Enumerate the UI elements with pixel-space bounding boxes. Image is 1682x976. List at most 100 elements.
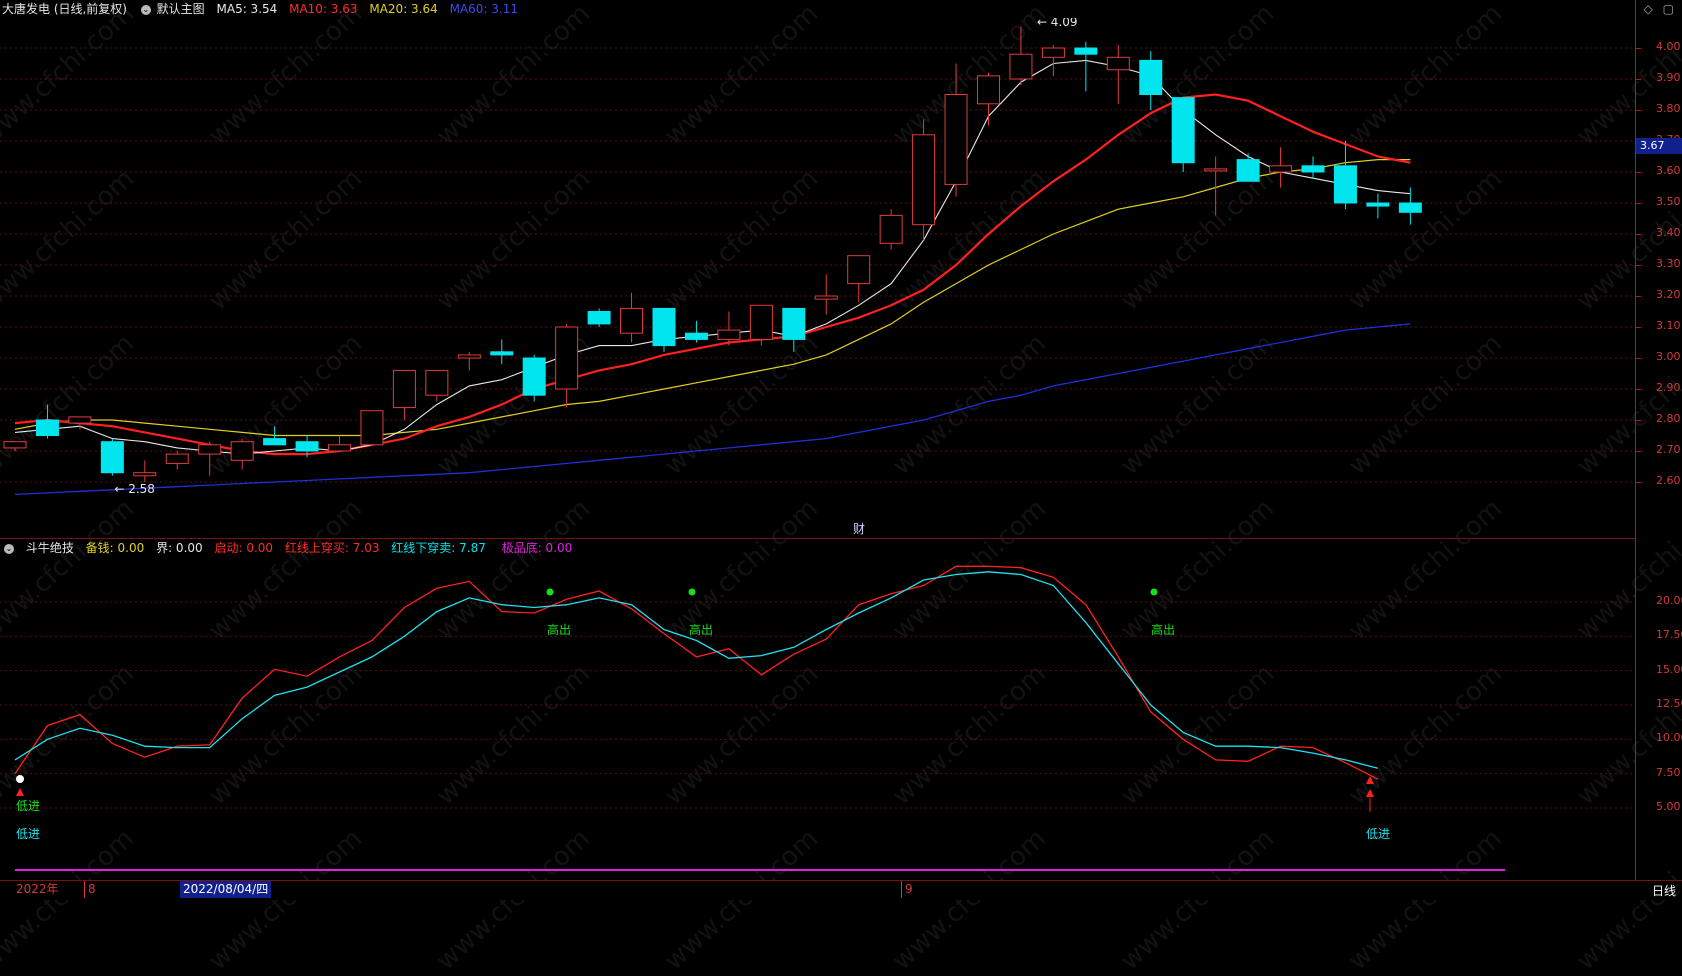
ma10-value: MA10: 3.63 — [289, 2, 358, 16]
candle-body — [68, 416, 92, 424]
candle-body — [295, 441, 319, 452]
price-tick-label: 3.50 — [1656, 195, 1681, 208]
candle-body — [1074, 47, 1098, 55]
signal-dot — [688, 588, 696, 596]
hongxian-shang-value: 红线上穿买: 7.03 — [284, 541, 380, 555]
chevron-down-icon[interactable]: ⌄ — [140, 4, 151, 15]
candle-body — [977, 75, 1000, 105]
month-label-9: 9 — [905, 882, 913, 896]
ma5-value: MA5: 3.54 — [216, 2, 278, 16]
price-tick-label: 3.30 — [1656, 257, 1681, 270]
low-price-annotation: ← 2.58 — [114, 482, 155, 496]
diamond-icon[interactable]: ◇ — [1643, 2, 1653, 16]
period-button[interactable]: 日线 — [1651, 884, 1676, 898]
price-tick-mark — [1636, 482, 1641, 483]
high-price-annotation: ← 4.09 — [1037, 18, 1078, 29]
candle-body — [782, 307, 806, 340]
price-tick-mark — [1636, 172, 1641, 173]
candle-body — [457, 354, 481, 359]
price-tick-label: 4.00 — [1656, 40, 1681, 53]
window-controls: ◇ ▢ — [1644, 2, 1674, 16]
price-tick-mark — [1636, 234, 1641, 235]
month-tick — [901, 881, 902, 898]
candle-body — [230, 441, 254, 461]
ma5-line — [14, 59, 1411, 455]
qidong-value: 启动: 0.00 — [214, 541, 274, 555]
jipindi-value: 极品底: 0.00 — [501, 541, 573, 555]
indicator-header: ⌄ 斗牛绝技 备钱: 0.00 界: 0.00 启动: 0.00 红线上穿买: … — [0, 539, 580, 557]
price-tick-mark — [1636, 389, 1641, 390]
buy-arrow-icon — [16, 788, 24, 796]
candle-body — [1041, 47, 1065, 58]
candle-body — [198, 444, 222, 455]
candle-body — [522, 357, 546, 396]
beiqian-value: 备钱: 0.00 — [85, 541, 145, 555]
signal-dot — [1150, 588, 1158, 596]
candle-body — [328, 444, 351, 452]
price-tick-mark — [1636, 451, 1641, 452]
price-tick-label: 3.40 — [1656, 226, 1681, 239]
candle-body — [555, 326, 579, 390]
gaochu-label: 高出 — [547, 622, 571, 637]
square-icon[interactable]: ▢ — [1662, 2, 1674, 16]
date-cursor-label: 2022/08/04/四 — [180, 881, 272, 898]
candle-body — [100, 441, 124, 474]
indicator-tick-label: 5.00 — [1656, 800, 1681, 813]
candle-body — [360, 410, 384, 446]
price-tick-mark — [1636, 48, 1641, 49]
main-chart-header: 大唐发电 (日线,前复权) ⌄ 默认主图 MA5: 3.54 MA10: 3.6… — [0, 0, 526, 18]
year-label: 2022年 — [16, 882, 59, 896]
month-tick — [84, 881, 85, 898]
candle-body — [1106, 56, 1130, 71]
candle-body — [620, 307, 644, 334]
price-tick-label: 3.00 — [1656, 350, 1681, 363]
ma10-line — [14, 93, 1411, 456]
candle-body — [1301, 165, 1325, 173]
gaochu-label: 高出 — [1151, 622, 1175, 637]
price-tick-label: 3.60 — [1656, 164, 1681, 177]
ma60-value: MA60: 3.11 — [449, 2, 519, 16]
month-label-8: 8 — [88, 882, 96, 896]
dijin-label: 低进 — [16, 799, 40, 813]
candle-body — [165, 453, 189, 464]
price-chart[interactable]: ← 4.09 ← 2.58 财 — [0, 18, 1635, 538]
candle-body — [587, 311, 611, 325]
candle-body — [814, 295, 838, 300]
chart-template-label[interactable]: 默认主图 — [156, 2, 205, 16]
chevron-down-icon[interactable]: ⌄ — [4, 543, 14, 554]
ma20-line — [14, 159, 1411, 437]
price-tick-mark — [1636, 327, 1641, 328]
candle-body — [133, 472, 157, 477]
price-tick-label: 2.70 — [1656, 443, 1681, 456]
panel-divider[interactable] — [0, 538, 1635, 539]
indicator-name[interactable]: 斗牛绝技 — [25, 541, 74, 555]
dijin-label: 低进 — [1366, 827, 1390, 841]
candle-body — [912, 134, 936, 226]
stock-title[interactable]: 大唐发电 (日线,前复权) — [2, 2, 127, 16]
candle-body — [1269, 165, 1293, 173]
price-tick-label: 3.90 — [1656, 71, 1681, 84]
price-tick-mark — [1636, 265, 1641, 266]
price-axis-line — [1635, 0, 1636, 880]
candle-body — [1333, 165, 1357, 204]
ma60-line — [14, 323, 1411, 496]
candle-body — [425, 369, 449, 396]
price-tick-label: 2.80 — [1656, 412, 1681, 425]
price-tick-mark — [1636, 358, 1641, 359]
buy-arrow-icon — [1366, 776, 1374, 784]
current-price-badge: 3.67 — [1636, 138, 1682, 154]
candle-body — [392, 369, 416, 409]
price-tick-label: 2.60 — [1656, 474, 1681, 487]
candle-body — [35, 419, 59, 436]
indicator-tick-label: 7.50 — [1656, 765, 1681, 779]
candle-body — [1398, 202, 1422, 213]
candle-body — [263, 438, 287, 446]
time-axis-bar — [0, 880, 1682, 900]
price-tick-mark — [1636, 110, 1641, 111]
candle-body — [847, 255, 871, 285]
signal-dot — [16, 775, 24, 783]
indicator-red-line — [14, 565, 1379, 780]
candle-body — [1009, 53, 1033, 80]
buy-arrow-icon — [1366, 789, 1374, 797]
